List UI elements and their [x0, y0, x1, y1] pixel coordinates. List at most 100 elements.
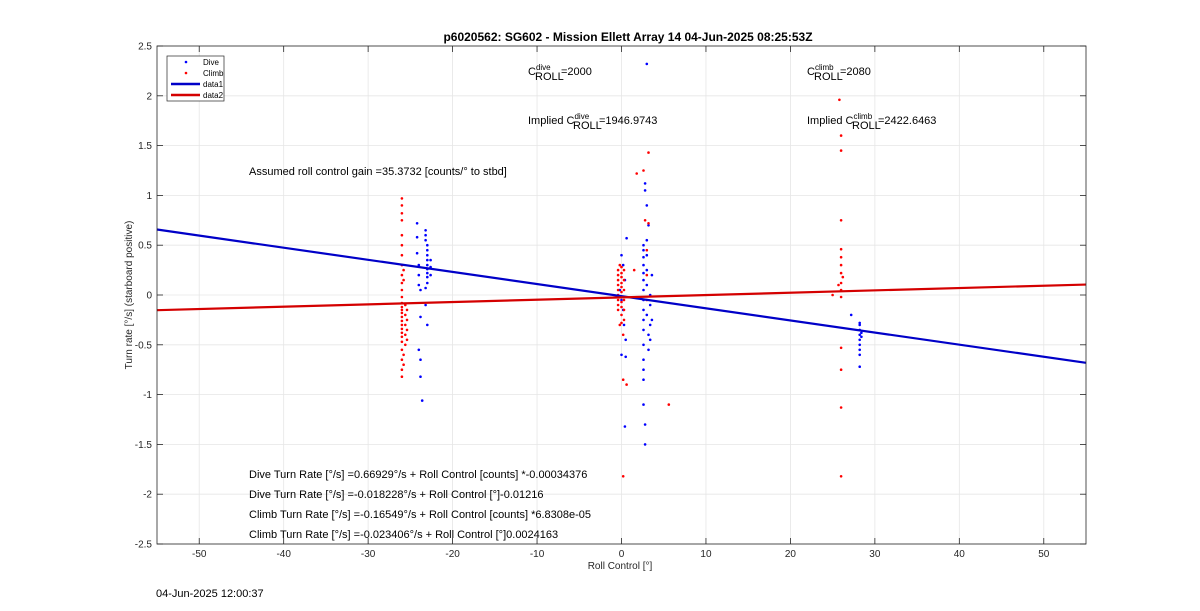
- climb-point: [400, 375, 404, 379]
- dive-point: [426, 281, 429, 285]
- dive-point: [623, 425, 627, 428]
- climb-point: [400, 288, 404, 292]
- climb-point: [620, 290, 623, 294]
- climb-point: [616, 308, 620, 312]
- climb-point: [405, 328, 409, 332]
- series-layer: [156, 62, 1087, 478]
- climb-point: [620, 265, 623, 269]
- climb-point: [402, 353, 405, 357]
- dive-point: [642, 255, 645, 259]
- climb-point: [400, 331, 404, 335]
- climb-point: [622, 308, 626, 312]
- climb-point: [839, 134, 843, 137]
- climb-point: [400, 233, 404, 237]
- climb-point: [622, 288, 626, 292]
- x-axis-label: Roll Control [°]: [588, 561, 653, 572]
- dive-point: [643, 443, 647, 446]
- dive-point: [620, 253, 623, 257]
- c-dive-sup: dive: [536, 63, 551, 72]
- climb-point: [642, 169, 645, 172]
- data2-fit-line: [156, 283, 1087, 312]
- y-tick-label: -2.5: [135, 540, 153, 551]
- svg-text:Cdive: Cdive: [528, 63, 551, 78]
- dive-point: [645, 283, 649, 287]
- climb-point: [621, 378, 625, 382]
- dive-point: [620, 298, 623, 302]
- axes: -50 -40 -30 -20 -10 0 10 20 30 40 50-2.5-2-1.5-1-0…: [135, 42, 1087, 560]
- climb-point: [621, 475, 625, 478]
- climb-point: [839, 406, 843, 409]
- dive-point: [647, 333, 650, 337]
- dive-point: [650, 318, 654, 322]
- dive-point: [625, 236, 628, 240]
- x-tick-label: -40: [276, 549, 291, 560]
- fit-line-dive-degrees: Dive Turn Rate [°/s] =-0.018228°/s + Rol…: [249, 489, 543, 501]
- dive-point: [858, 338, 861, 342]
- climb-point: [400, 348, 404, 352]
- climb-point: [620, 305, 623, 309]
- climb-point: [647, 151, 650, 154]
- x-tick-label: -20: [445, 549, 460, 560]
- dive-point: [858, 323, 861, 327]
- dive-point: [650, 273, 654, 277]
- climb-point: [667, 403, 671, 406]
- climb-point: [839, 271, 843, 275]
- dive-point: [858, 343, 861, 347]
- climb-point: [839, 475, 843, 478]
- climb-point: [839, 281, 843, 285]
- dive-point: [426, 243, 429, 247]
- x-tick-label: -50: [192, 549, 207, 560]
- dive-point: [648, 323, 652, 327]
- roll-gain-annotation: Assumed roll control gain =35.3732 [coun…: [249, 166, 507, 178]
- climb-point: [400, 323, 404, 327]
- climb-point: [837, 283, 840, 287]
- dive-point: [642, 318, 645, 322]
- climb-point: [400, 305, 404, 309]
- climb-point: [616, 283, 620, 287]
- implied-climb-sup: climb: [853, 112, 872, 121]
- climb-point: [645, 273, 649, 277]
- x-tick-label: -30: [361, 549, 376, 560]
- climb-point: [839, 295, 843, 299]
- climb-point: [839, 263, 843, 267]
- climb-point: [621, 333, 625, 337]
- climb-point: [400, 212, 404, 215]
- dive-point: [858, 348, 861, 352]
- dive-point: [419, 375, 422, 379]
- implied-climb-value: =2422.6463: [878, 115, 936, 127]
- climb-point: [838, 98, 841, 102]
- data1-fit-line: [156, 228, 1087, 364]
- x-tick-label: 50: [1038, 549, 1050, 560]
- climb-point: [400, 319, 404, 323]
- climb-point: [635, 172, 638, 175]
- dive-point: [624, 338, 627, 342]
- c-roll-dive-annotation: Cdive ROLL =2000: [528, 63, 592, 83]
- climb-point: [400, 340, 404, 344]
- implied-climb-annotation: Implied Cclimb ROLL =2422.6463: [807, 112, 936, 132]
- dive-point: [417, 348, 421, 352]
- climb-point: [643, 219, 647, 222]
- c-climb-sup: climb: [815, 63, 834, 72]
- dive-point: [417, 263, 421, 267]
- climb-point: [616, 303, 620, 307]
- footer-timestamp: 04-Jun-2025 12:00:37: [156, 588, 264, 600]
- climb-point: [400, 358, 404, 362]
- climb-point: [405, 338, 409, 342]
- legend-dive-marker: [184, 60, 188, 64]
- dive-point: [849, 313, 853, 317]
- y-tick-label: -1.5: [135, 440, 153, 451]
- dive-point: [645, 313, 649, 317]
- climb-point: [625, 383, 628, 386]
- climb-point: [839, 149, 843, 152]
- svg-text:Cclimb: Cclimb: [807, 63, 834, 78]
- climb-point: [400, 219, 404, 222]
- dive-point: [645, 62, 649, 66]
- climb-point: [622, 318, 626, 322]
- dive-point: [426, 253, 429, 257]
- c-climb-base: C: [807, 66, 815, 78]
- dive-point: [647, 348, 650, 352]
- climb-point: [620, 300, 623, 304]
- y-tick-label: 1: [146, 191, 152, 202]
- dive-point: [622, 323, 626, 327]
